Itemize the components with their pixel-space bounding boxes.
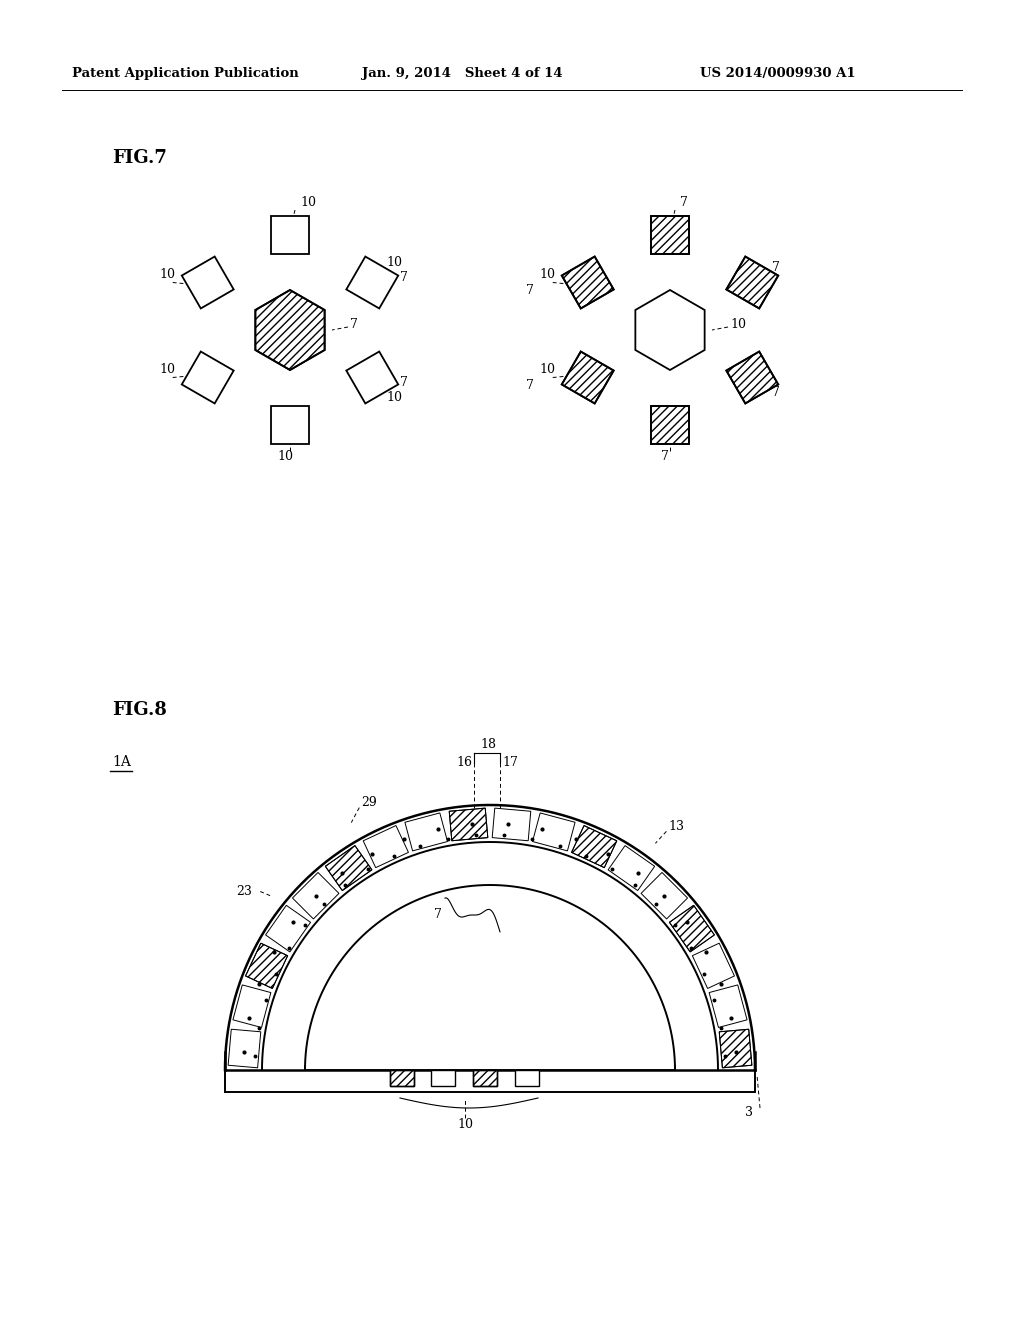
Polygon shape — [473, 1071, 497, 1086]
Text: 13: 13 — [669, 820, 684, 833]
Polygon shape — [265, 906, 310, 952]
Text: 10: 10 — [386, 256, 402, 269]
Text: 7: 7 — [350, 318, 357, 331]
Text: 10: 10 — [730, 318, 746, 331]
Text: 7: 7 — [772, 261, 780, 275]
Text: 7: 7 — [680, 197, 688, 210]
Polygon shape — [255, 290, 325, 370]
Polygon shape — [692, 944, 734, 989]
Text: 1A: 1A — [112, 755, 131, 770]
Text: 7: 7 — [662, 450, 669, 463]
Polygon shape — [515, 1071, 539, 1086]
Polygon shape — [641, 873, 687, 919]
Text: US 2014/0009930 A1: US 2014/0009930 A1 — [700, 67, 856, 81]
Polygon shape — [293, 873, 339, 919]
Text: 29: 29 — [361, 796, 377, 809]
Text: 10: 10 — [386, 391, 402, 404]
Polygon shape — [182, 351, 233, 404]
Text: 10: 10 — [457, 1118, 473, 1131]
Polygon shape — [228, 1030, 261, 1068]
Polygon shape — [571, 825, 616, 867]
Text: 7: 7 — [525, 379, 534, 392]
Text: 18: 18 — [480, 738, 496, 751]
Text: 7: 7 — [434, 908, 442, 921]
Polygon shape — [726, 351, 778, 404]
Text: 3: 3 — [745, 1106, 753, 1118]
Text: 10: 10 — [160, 268, 176, 281]
Polygon shape — [346, 256, 398, 309]
Text: 7: 7 — [525, 284, 534, 297]
Polygon shape — [726, 256, 778, 309]
Polygon shape — [390, 1071, 414, 1086]
Text: 7: 7 — [772, 385, 780, 399]
Polygon shape — [364, 825, 409, 867]
Polygon shape — [493, 808, 530, 841]
Polygon shape — [346, 351, 398, 404]
Text: 7: 7 — [400, 271, 409, 284]
Polygon shape — [562, 351, 613, 404]
Text: 10: 10 — [540, 363, 556, 376]
Polygon shape — [710, 985, 748, 1027]
Polygon shape — [326, 846, 372, 891]
Text: 7: 7 — [400, 376, 409, 389]
Polygon shape — [635, 290, 705, 370]
Text: 10: 10 — [540, 268, 556, 281]
Polygon shape — [271, 216, 309, 253]
Text: FIG.7: FIG.7 — [112, 149, 167, 168]
Polygon shape — [404, 813, 447, 851]
Polygon shape — [719, 1030, 752, 1068]
Text: 10: 10 — [160, 363, 176, 376]
Text: 23: 23 — [237, 884, 252, 898]
Polygon shape — [562, 256, 613, 309]
Polygon shape — [271, 407, 309, 444]
Text: 16: 16 — [456, 756, 472, 770]
Polygon shape — [182, 256, 233, 309]
Polygon shape — [246, 944, 288, 989]
Polygon shape — [608, 846, 654, 891]
Polygon shape — [651, 216, 689, 253]
Polygon shape — [450, 808, 487, 841]
Polygon shape — [232, 985, 271, 1027]
Polygon shape — [431, 1071, 455, 1086]
Text: FIG.8: FIG.8 — [112, 701, 167, 719]
Polygon shape — [651, 407, 689, 444]
Text: 17: 17 — [502, 756, 518, 770]
Text: 10: 10 — [278, 450, 293, 463]
Text: Patent Application Publication: Patent Application Publication — [72, 67, 299, 81]
Polygon shape — [670, 906, 715, 952]
Text: 10: 10 — [300, 197, 316, 210]
Polygon shape — [532, 813, 575, 851]
Text: Jan. 9, 2014   Sheet 4 of 14: Jan. 9, 2014 Sheet 4 of 14 — [362, 67, 562, 81]
